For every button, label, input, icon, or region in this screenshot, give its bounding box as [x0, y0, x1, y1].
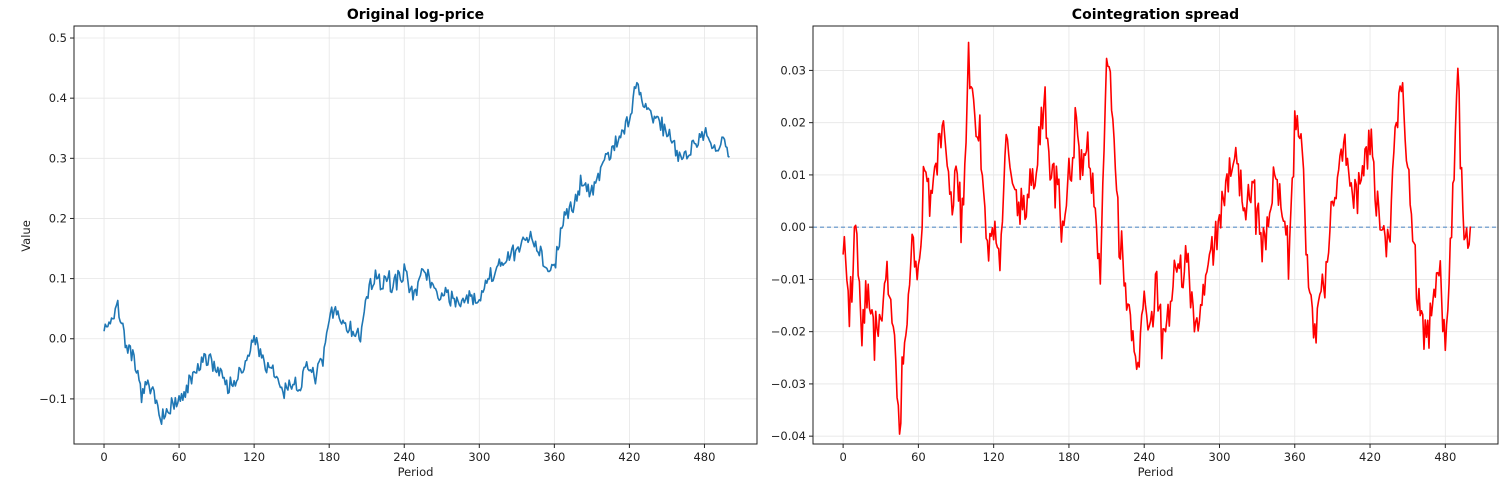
- right-x-tick-label: 180: [1058, 450, 1080, 464]
- right-x-tick-label: 360: [1284, 450, 1306, 464]
- left-y-axis-label: Value: [19, 220, 33, 252]
- right-y-tick-label: −0.03: [771, 377, 806, 391]
- right-x-tick-label: 300: [1209, 450, 1231, 464]
- right-y-tick-label: −0.04: [771, 429, 806, 443]
- right-y-tick-label: −0.02: [771, 325, 806, 339]
- right-x-tick-label: 240: [1133, 450, 1155, 464]
- left-chart-title: Original log-price: [347, 7, 484, 23]
- left-x-tick-label: 180: [318, 450, 340, 464]
- left-x-axis-label: Period: [398, 465, 434, 479]
- left-y-tick-label: 0.4: [49, 91, 67, 105]
- right-y-tick-label: 0.03: [780, 63, 806, 77]
- right-x-tick-label: 480: [1434, 450, 1456, 464]
- left-x-tick-label: 240: [393, 450, 415, 464]
- left-x-tick-label: 360: [543, 450, 565, 464]
- right-y-tick-label: 0.00: [780, 220, 806, 234]
- right-chart-panel: 0 60 120 180 240 300 360 420 480 −0.04 −0.03 −0.02…: [771, 7, 1499, 479]
- left-y-tick-label: 0.0: [49, 332, 67, 346]
- right-chart-frame: [812, 25, 1499, 445]
- right-series-line: [842, 41, 1472, 435]
- left-y-tick-label: 0.3: [49, 151, 67, 165]
- right-x-tick-label: 60: [911, 450, 926, 464]
- right-y-tick-label: 0.01: [780, 168, 806, 182]
- left-x-tick-label: 60: [172, 450, 187, 464]
- left-y-tick-label: 0.2: [49, 211, 67, 225]
- left-y-tick-label: 0.1: [49, 272, 67, 286]
- right-x-tick-label: 420: [1359, 450, 1381, 464]
- left-y-tick-label: 0.5: [49, 31, 67, 45]
- right-y-tick-label: 0.02: [780, 116, 806, 130]
- right-x-tick-label: 120: [983, 450, 1005, 464]
- right-chart-title: Cointegration spread: [1072, 7, 1239, 23]
- left-x-tick-label: 420: [618, 450, 640, 464]
- left-y-tick-label: −0.1: [39, 392, 67, 406]
- left-series-line: [103, 81, 730, 426]
- left-x-tick-label: 480: [693, 450, 715, 464]
- right-y-tick-label: −0.01: [771, 272, 806, 286]
- left-x-tick-label: 0: [100, 450, 107, 464]
- right-x-axis-label: Period: [1138, 465, 1174, 479]
- left-x-tick-label: 300: [468, 450, 490, 464]
- left-chart-frame: [73, 25, 758, 445]
- right-x-tick-label: 0: [839, 450, 846, 464]
- left-chart-panel: 0 60 120 180 240 300 360 420 480 −0.1 0.0 0.1 0.2 0.…: [19, 7, 758, 479]
- left-x-tick-label: 120: [243, 450, 265, 464]
